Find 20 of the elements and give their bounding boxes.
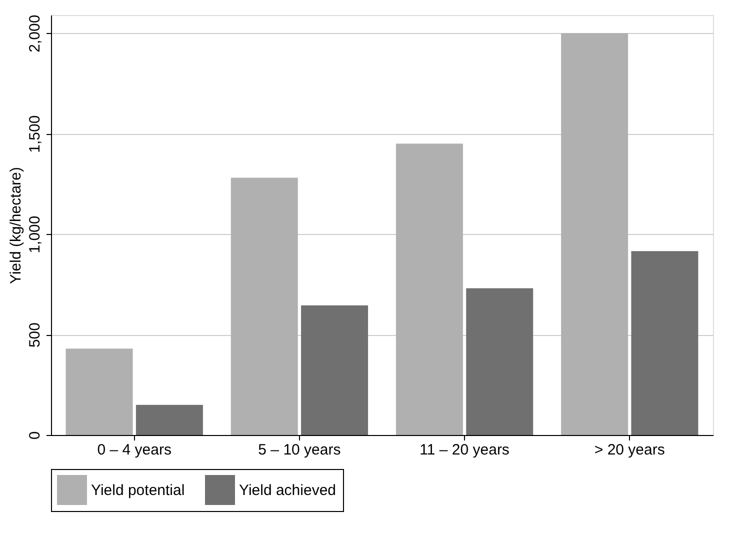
bar [466,288,534,435]
legend-label: Yield potential [91,482,185,499]
bar [631,251,698,435]
bar [136,404,203,435]
bar [396,144,463,435]
y-tick-label: 0 [26,431,44,440]
y-axis-title: Yield (kg/hectare) [8,167,24,284]
x-tick-label: 0 – 4 years [97,442,172,458]
y-tick-label: 1,500 [26,115,44,153]
y-tick-label: 2,000 [26,14,44,52]
y-tick-label: 500 [26,322,44,348]
legend-label: Yield achieved [239,482,336,499]
x-tick-label: 5 – 10 years [258,442,341,458]
bar [301,305,368,435]
bar [230,178,298,435]
x-tick-label: > 20 years [594,442,665,458]
y-tick-label: 1,000 [26,216,44,254]
x-tick-label: 11 – 20 years [420,442,510,458]
bar [561,33,628,435]
bar [66,348,133,435]
